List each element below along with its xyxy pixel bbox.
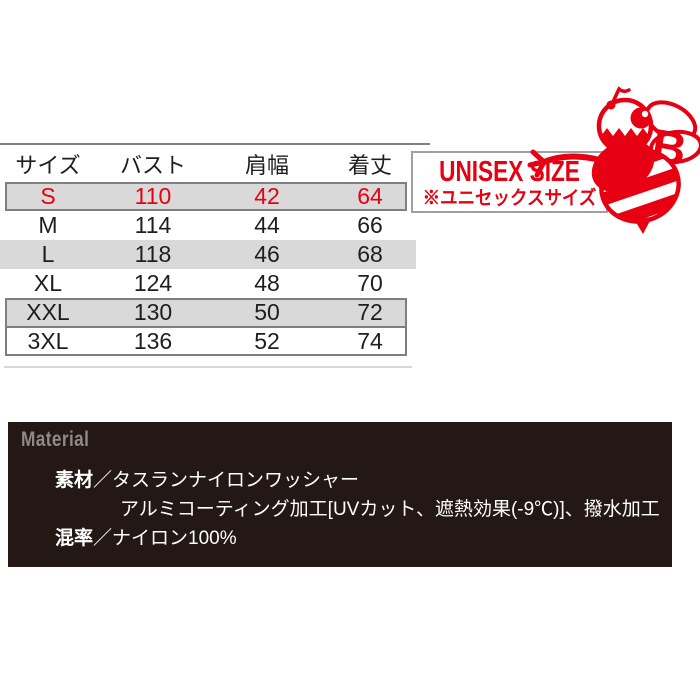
column-header-size: サイズ bbox=[15, 152, 81, 178]
length-cell: 72 bbox=[357, 299, 383, 325]
length-cell: 70 bbox=[357, 270, 383, 296]
material-heading: Material bbox=[21, 428, 90, 451]
material-line-separator: ／ bbox=[93, 470, 113, 491]
table-row: XXL 130 50 72 bbox=[0, 298, 416, 327]
unisex-size-badge: UNISEX SIZE ※ユニセックスサイズ bbox=[411, 151, 608, 213]
size-cell: L bbox=[41, 241, 55, 267]
bee-antenna bbox=[610, 86, 631, 106]
bust-cell: 130 bbox=[133, 299, 173, 325]
column-header-shoulder: 肩幅 bbox=[244, 152, 289, 178]
bordered-row-frame bbox=[5, 298, 407, 327]
shoulder-cell: 48 bbox=[254, 270, 280, 296]
table-row: L 118 46 68 bbox=[0, 240, 416, 269]
material-panel: Material 素材／タスランナイロンワッシャー アルミコーティング加工[UV… bbox=[8, 422, 672, 567]
length-cell: 74 bbox=[357, 328, 383, 354]
table-row: 3XL 136 52 74 bbox=[0, 327, 416, 356]
material-line-text: アルミコーティング加工[UVカット、遮熱効果(-9℃)]、撥水加工 bbox=[120, 499, 660, 520]
material-lines: 素材／タスランナイロンワッシャー アルミコーティング加工[UVカット、遮熱効果(… bbox=[55, 466, 660, 553]
material-line: 素材／タスランナイロンワッシャー bbox=[55, 466, 660, 495]
size-cell: 3XL bbox=[27, 328, 69, 354]
material-line-label: 混率 bbox=[55, 528, 94, 549]
shoulder-cell: 52 bbox=[254, 328, 280, 354]
bee-mascot-icon: B bbox=[527, 86, 700, 234]
material-line: 混率／ナイロン100% bbox=[55, 524, 660, 553]
material-line-text: ナイロン100% bbox=[112, 528, 237, 549]
size-table: サイズ バスト 肩幅 着丈 S 110 42 64 M 114 44 66 L … bbox=[0, 145, 416, 356]
unisex-badge-subtitle: ※ユニセックスサイズ bbox=[422, 188, 597, 209]
shoulder-cell: 42 bbox=[254, 183, 280, 209]
material-line: アルミコーティング加工[UVカット、遮熱効果(-9℃)]、撥水加工 bbox=[55, 495, 660, 524]
table-header-row: サイズ バスト 肩幅 着丈 bbox=[0, 145, 416, 182]
bee-collar bbox=[591, 139, 655, 193]
bee-head bbox=[596, 97, 654, 155]
size-cell: M bbox=[38, 212, 58, 238]
size-cell: S bbox=[40, 183, 56, 209]
material-line-text: タスランナイロンワッシャー bbox=[112, 470, 360, 491]
material-line-separator: ／ bbox=[93, 528, 113, 549]
bee-arm bbox=[527, 149, 603, 178]
length-cell: 64 bbox=[357, 183, 383, 209]
shoulder-cell: 44 bbox=[254, 212, 280, 238]
bust-cell: 118 bbox=[134, 241, 172, 267]
bordered-row-frame bbox=[5, 327, 407, 356]
bust-cell: 136 bbox=[133, 328, 173, 354]
column-header-bust: バスト bbox=[119, 152, 186, 178]
length-cell: 66 bbox=[357, 212, 383, 238]
table-row: M 114 44 66 bbox=[0, 211, 416, 240]
table-row: XL 124 48 70 bbox=[0, 269, 416, 298]
material-line-label: 素材 bbox=[55, 470, 94, 491]
shoulder-cell: 50 bbox=[254, 299, 280, 325]
shaded-row-band bbox=[0, 240, 416, 269]
size-cell: XL bbox=[33, 270, 63, 296]
column-header-length: 着丈 bbox=[347, 152, 392, 178]
length-cell: 68 bbox=[357, 241, 383, 267]
bust-cell: 114 bbox=[134, 212, 172, 238]
table-row: S 110 42 64 bbox=[0, 182, 416, 211]
shoulder-cell: 46 bbox=[254, 241, 280, 267]
unisex-badge-title: UNISEX SIZE bbox=[439, 156, 580, 188]
bust-cell: 124 bbox=[133, 270, 173, 296]
table-bottom-rule bbox=[4, 366, 412, 368]
table-top-rule bbox=[0, 143, 430, 145]
size-cell: XXL bbox=[26, 299, 70, 325]
highlighted-row-frame bbox=[5, 182, 407, 211]
bust-cell: 110 bbox=[134, 183, 172, 209]
